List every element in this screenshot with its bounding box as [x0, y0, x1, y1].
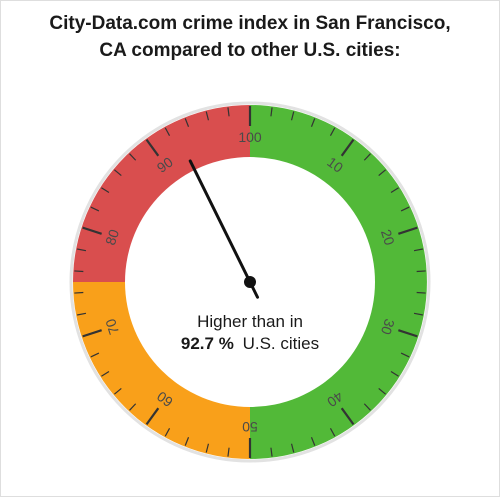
gauge-tick-label: 70	[102, 317, 122, 337]
gauge-minor-tick	[270, 107, 273, 117]
gauge-minor-tick	[227, 107, 230, 117]
gauge-minor-tick	[400, 352, 410, 358]
gauge-minor-tick	[416, 270, 426, 273]
gauge-minor-tick	[77, 312, 87, 316]
gauge-minor-tick	[90, 352, 100, 358]
gauge-minor-tick	[205, 443, 210, 453]
annotation-line-2: 92.7 % U.S. cities	[181, 334, 319, 353]
gauge-major-tick	[82, 226, 102, 235]
gauge-major-tick	[340, 138, 355, 157]
gauge-needle-pivot	[244, 276, 256, 288]
gauge-major-tick	[145, 407, 160, 426]
annotation-line-1: Higher than in	[197, 312, 303, 331]
gauge-minor-tick	[310, 118, 316, 127]
gauge-minor-tick	[390, 187, 399, 194]
gauge-minor-tick	[290, 111, 295, 121]
chart-title-line-1: City-Data.com crime index in San Francis…	[49, 13, 451, 34]
gauge-minor-tick	[416, 291, 426, 294]
gauge-minor-tick	[77, 248, 87, 252]
gauge-minor-tick	[205, 111, 210, 121]
gauge-tick-label: 100	[238, 129, 262, 145]
gauge-minor-tick	[114, 387, 122, 395]
gauge-minor-tick	[74, 270, 84, 273]
annotation-suffix: U.S. cities	[243, 334, 320, 353]
gauge-minor-tick	[184, 118, 190, 127]
gauge-major-tick	[398, 226, 418, 235]
gauge-minor-tick	[129, 403, 137, 411]
gauge-tick-label: 20	[378, 227, 398, 247]
gauge-needle	[188, 159, 260, 299]
gauge-outer-ring	[69, 101, 431, 463]
gauge-minor-tick	[310, 437, 316, 446]
chart-title-line-2: CA compared to other U.S. cities:	[99, 40, 401, 61]
gauge-minor-tick	[90, 206, 100, 212]
gauge-tick-label: 30	[378, 317, 398, 337]
gauge-minor-tick	[74, 291, 84, 294]
gauge-minor-tick	[413, 312, 423, 316]
gauge-major-tick	[398, 329, 418, 338]
gauge-minor-tick	[363, 403, 371, 411]
gauge-minor-tick	[101, 370, 110, 377]
gauge-minor-tick	[164, 428, 171, 437]
gauge-minor-tick	[400, 206, 410, 212]
gauge-major-tick	[145, 138, 160, 157]
gauge-minor-tick	[129, 153, 137, 161]
gauge-minor-tick	[413, 248, 423, 252]
gauge-minor-tick	[329, 428, 336, 437]
gauge-minor-tick	[378, 169, 386, 177]
gauge-minor-tick	[164, 127, 171, 136]
gauge-major-tick	[340, 407, 355, 426]
gauge-minor-tick	[184, 437, 190, 446]
gauge-minor-tick	[270, 447, 273, 457]
annotation-value: 92.7 %	[181, 334, 234, 353]
gauge-minor-tick	[378, 387, 386, 395]
gauge-minor-tick	[227, 447, 230, 457]
gauge-minor-tick	[114, 169, 122, 177]
gauge-minor-tick	[290, 443, 295, 453]
gauge-tick-label: 50	[242, 419, 258, 435]
gauge-minor-tick	[101, 187, 110, 194]
gauge-minor-tick	[363, 153, 371, 161]
gauge-major-tick	[82, 329, 102, 338]
gauge-minor-tick	[329, 127, 336, 136]
gauge-tick-label: 80	[102, 227, 122, 247]
gauge-needle-group	[188, 159, 260, 299]
chart-title: City-Data.com crime index in San Francis…	[0, 10, 500, 64]
gauge-minor-tick	[390, 370, 399, 377]
gauge-ticks	[74, 106, 426, 458]
